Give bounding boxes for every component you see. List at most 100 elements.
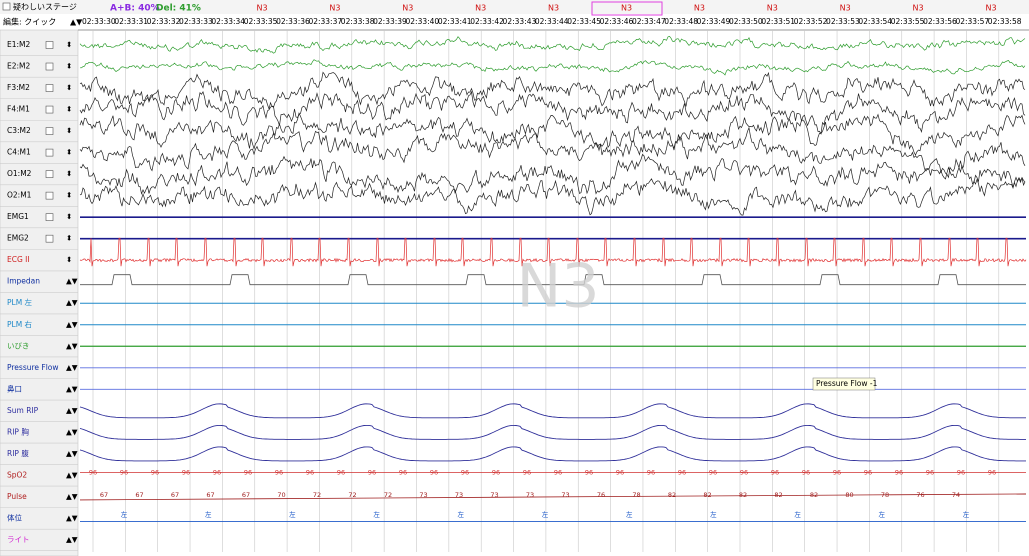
spo2-value: 96 bbox=[151, 468, 159, 476]
channel-checkbox[interactable] bbox=[45, 127, 54, 135]
tooltip-box bbox=[812, 377, 876, 391]
spo2-value: 96 bbox=[895, 468, 903, 476]
spo2-value: 96 bbox=[585, 468, 593, 476]
spo2-value: 96 bbox=[120, 468, 128, 476]
scale-arrows: ▲▼ bbox=[66, 341, 78, 350]
spo2-value: 96 bbox=[430, 468, 438, 476]
pulse-value: 72 bbox=[384, 491, 392, 499]
channel-label: Pressure Flow bbox=[7, 363, 59, 372]
channel-checkbox[interactable] bbox=[45, 234, 54, 243]
time-label: 02:33:53 bbox=[826, 17, 860, 26]
time-label: 02:33:48 bbox=[664, 17, 698, 26]
scale-arrows: ▲▼ bbox=[66, 320, 78, 329]
stage-label: N3 bbox=[475, 4, 486, 13]
channel-checkbox[interactable] bbox=[45, 84, 54, 92]
channel-label: C3:M2 bbox=[7, 126, 31, 135]
edit-mode: 編集: クイック bbox=[3, 17, 56, 27]
channel-checkbox[interactable] bbox=[45, 213, 54, 221]
spo2-value: 96 bbox=[368, 468, 376, 476]
time-label: 02:33:30 bbox=[82, 17, 116, 26]
pulse-trace bbox=[79, 493, 1027, 501]
time-label: 02:33:32 bbox=[147, 17, 181, 26]
pulse-value: 72 bbox=[348, 491, 356, 499]
position-value: 左 bbox=[710, 509, 717, 518]
channel-label: 鼻口 bbox=[7, 383, 22, 393]
time-label: 02:33:44 bbox=[535, 17, 569, 26]
eeg-trace bbox=[79, 90, 1026, 135]
spo2-value: 96 bbox=[926, 468, 934, 476]
checkbox[interactable] bbox=[2, 2, 11, 11]
channel-label: F4:M1 bbox=[7, 105, 30, 114]
stage-watermark: N3 bbox=[516, 252, 599, 322]
sort-arrow[interactable]: ▲▼ bbox=[70, 18, 83, 27]
scale-arrows: ▲▼ bbox=[66, 470, 78, 479]
eeg-trace bbox=[79, 35, 1026, 54]
scale-arrows: ⬍ bbox=[66, 40, 72, 49]
ecg-trace bbox=[79, 237, 1027, 267]
channel-checkbox[interactable] bbox=[45, 105, 54, 114]
channel-panel bbox=[0, 29, 79, 556]
spo2-value: 96 bbox=[647, 468, 655, 476]
scale-arrows: ▲▼ bbox=[66, 513, 78, 522]
channel-label: PLM 左 bbox=[7, 297, 33, 307]
stage-label: N3 bbox=[694, 4, 705, 13]
pulse-value: 78 bbox=[632, 491, 640, 499]
scale-arrows: ⬍ bbox=[66, 255, 72, 264]
time-label: 02:33:49 bbox=[697, 17, 731, 26]
eeg-trace bbox=[79, 126, 1026, 179]
channel-label: いびき bbox=[7, 341, 30, 350]
time-label: 02:33:36 bbox=[276, 17, 310, 26]
stage-label: N3 bbox=[402, 4, 413, 13]
pulse-value: 73 bbox=[526, 491, 534, 499]
time-label: 02:33:52 bbox=[794, 17, 828, 26]
spo2-value: 96 bbox=[182, 468, 190, 476]
time-label: 02:33:50 bbox=[729, 17, 763, 26]
selected-epoch[interactable] bbox=[591, 1, 663, 16]
channel-checkbox[interactable] bbox=[45, 62, 54, 71]
time-label: 02:33:38 bbox=[341, 17, 375, 26]
stage-label: N3 bbox=[621, 4, 632, 13]
channel-checkbox[interactable] bbox=[45, 170, 54, 178]
pulse-value: 67 bbox=[135, 491, 143, 499]
spo2-value: 96 bbox=[864, 468, 872, 476]
position-value: 左 bbox=[373, 509, 380, 518]
pulse-value: 67 bbox=[242, 491, 250, 499]
scale-arrows: ▲▼ bbox=[66, 449, 78, 458]
time-label: 02:33:56 bbox=[923, 17, 957, 26]
spo2-value: 96 bbox=[244, 468, 252, 476]
stage-label: N3 bbox=[256, 4, 267, 13]
tooltip: Pressure Flow -1 bbox=[816, 379, 878, 388]
time-label: 02:33:31 bbox=[114, 17, 148, 26]
channel-checkbox[interactable] bbox=[45, 191, 54, 200]
rip-trace bbox=[79, 424, 1026, 440]
pulse-value: 76 bbox=[597, 491, 605, 499]
channel-label: O2:M1 bbox=[7, 191, 32, 200]
stage-label: N3 bbox=[840, 4, 851, 13]
channel-label: Sum RIP bbox=[7, 406, 39, 415]
impedance-trace bbox=[80, 274, 1026, 286]
position-value: 左 bbox=[963, 509, 970, 518]
position-value: 左 bbox=[458, 509, 465, 518]
channel-label: 体位 bbox=[7, 512, 22, 522]
pulse-value: 67 bbox=[100, 491, 108, 499]
spo2-value: 96 bbox=[709, 468, 717, 476]
scale-arrows: ▲▼ bbox=[66, 298, 78, 307]
pulse-value: 76 bbox=[916, 491, 924, 499]
position-value: 左 bbox=[205, 509, 212, 518]
position-value: 左 bbox=[542, 509, 549, 518]
scale-arrows: ⬍ bbox=[66, 62, 72, 71]
scale-arrows: ▲▼ bbox=[66, 427, 78, 436]
pulse-value: 73 bbox=[455, 491, 463, 499]
scale-arrows: ▲▼ bbox=[66, 406, 78, 415]
eeg-trace bbox=[79, 71, 1026, 111]
time-label: 02:33:47 bbox=[632, 17, 666, 26]
channel-checkbox[interactable] bbox=[45, 148, 54, 157]
spo2-value: 96 bbox=[275, 468, 283, 476]
eeg-trace bbox=[79, 176, 1026, 216]
pulse-value: 80 bbox=[845, 491, 853, 499]
channel-label: ライト bbox=[7, 535, 30, 544]
spo2-value: 96 bbox=[771, 468, 779, 476]
channel-checkbox[interactable] bbox=[45, 41, 54, 49]
stage-label: N3 bbox=[329, 4, 340, 13]
